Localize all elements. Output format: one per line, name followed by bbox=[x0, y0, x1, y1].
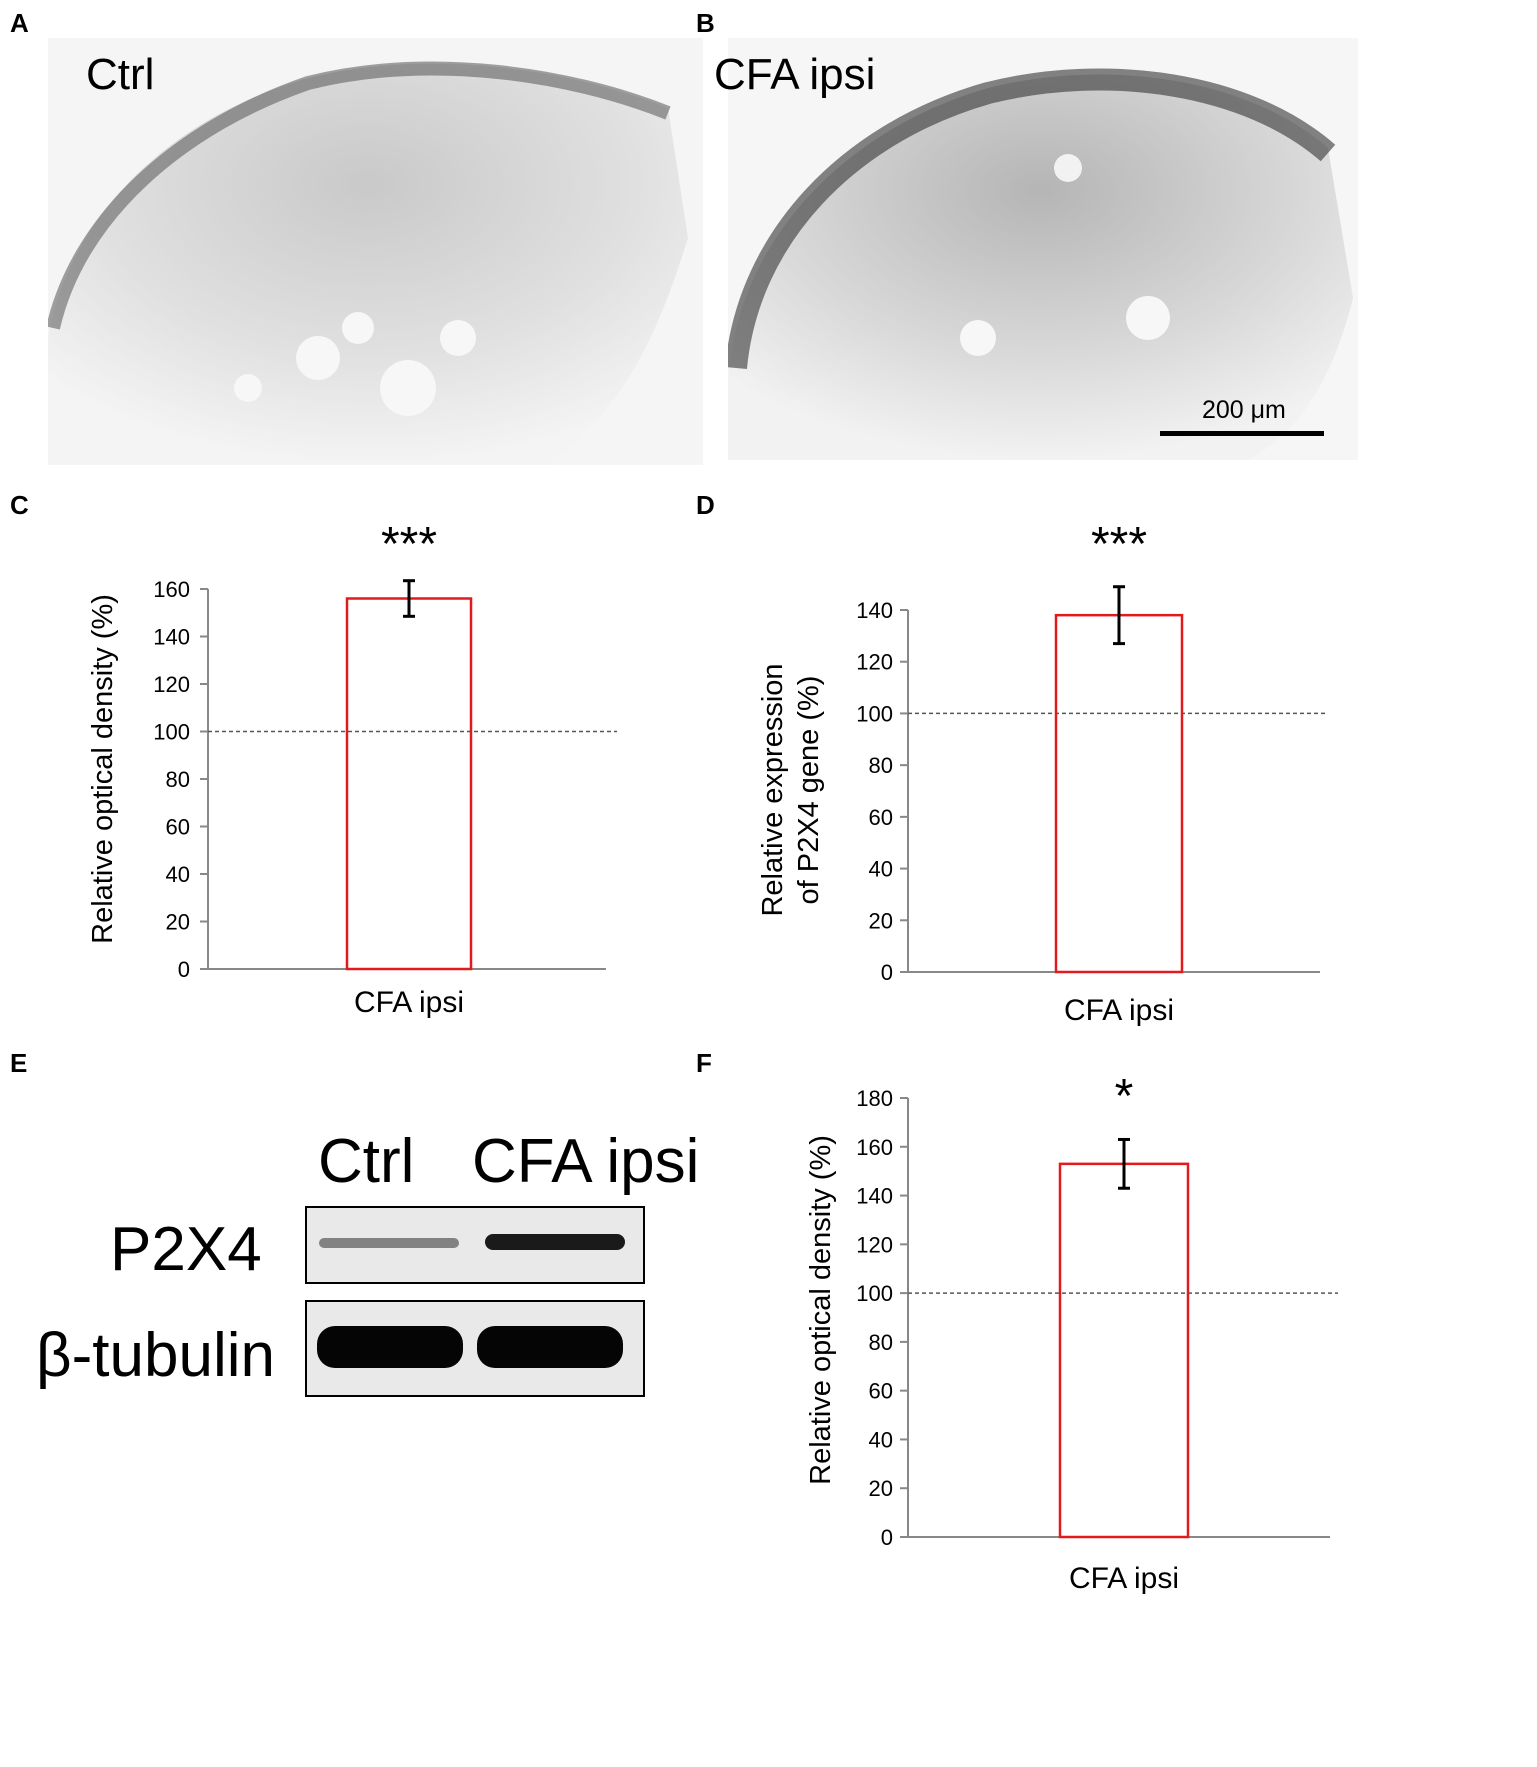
panel-letter-b: B bbox=[696, 8, 715, 38]
chart-f-bar bbox=[1058, 1162, 1190, 1539]
panel-letter-f: F bbox=[696, 1048, 712, 1078]
chart-c-tick-label: 40 bbox=[166, 862, 190, 887]
micrograph-ctrl bbox=[48, 38, 703, 465]
panel-letter-e: E bbox=[10, 1048, 28, 1078]
chart-c-bar bbox=[345, 597, 473, 971]
scale-bar-label: 200 μm bbox=[1202, 396, 1286, 424]
scale-bar bbox=[1160, 431, 1324, 436]
chart-c-tick-label: 0 bbox=[178, 957, 190, 982]
micrograph-label-cfa: CFA ipsi bbox=[714, 50, 876, 99]
chart-d-tick-label: 120 bbox=[856, 650, 893, 675]
chart-c-tick-label: 80 bbox=[166, 767, 190, 792]
lane-label-ctrl: Ctrl bbox=[318, 1127, 415, 1196]
blot-p2x4 bbox=[305, 1206, 645, 1284]
chart-c-tick-label: 120 bbox=[153, 672, 190, 697]
micrograph-cfa bbox=[728, 38, 1358, 460]
micrograph-label-ctrl: Ctrl bbox=[86, 50, 155, 99]
band-p2x4-ctrl bbox=[319, 1238, 459, 1248]
band-p2x4-cfa bbox=[485, 1234, 625, 1250]
chart-c-tick-label: 140 bbox=[153, 625, 190, 650]
panel-letter-d: D bbox=[696, 490, 715, 520]
row-label-tubulin: β-tubulin bbox=[36, 1321, 276, 1390]
chart-f-tick-label: 120 bbox=[856, 1232, 893, 1257]
chart-d-tick-label: 0 bbox=[881, 960, 893, 985]
chart-d-tick-label: 80 bbox=[869, 753, 893, 778]
micrograph-ctrl-image bbox=[48, 38, 703, 465]
chart-f-category-label: CFA ipsi bbox=[1069, 1562, 1179, 1595]
chart-f-tick-label: 140 bbox=[856, 1184, 893, 1209]
chart-d-significance: *** bbox=[1091, 518, 1147, 571]
chart-f-tick-label: 160 bbox=[856, 1135, 893, 1160]
chart-c-significance: *** bbox=[381, 518, 437, 571]
band-tubulin-ctrl bbox=[317, 1326, 463, 1368]
chart-f-tick-label: 180 bbox=[856, 1086, 893, 1111]
chart-d-tick-label: 140 bbox=[856, 598, 893, 623]
chart-d-category-label: CFA ipsi bbox=[1064, 994, 1174, 1027]
panel-letter-a: A bbox=[10, 8, 29, 38]
chart-c-tick-label: 160 bbox=[153, 577, 190, 602]
chart-c-tick-label: 100 bbox=[153, 720, 190, 745]
chart-d-y-axis-label: Relative expression bbox=[757, 663, 789, 916]
chart-d-bar bbox=[1054, 613, 1184, 974]
chart-f-tick-label: 0 bbox=[881, 1525, 893, 1550]
chart-d-tick-label: 40 bbox=[869, 857, 893, 882]
chart-d-tick-label: 100 bbox=[856, 701, 893, 726]
chart-c-category-label: CFA ipsi bbox=[354, 986, 464, 1019]
row-label-p2x4: P2X4 bbox=[110, 1215, 262, 1284]
chart-d-tick-label: 60 bbox=[869, 805, 893, 830]
band-tubulin-cfa bbox=[477, 1326, 623, 1368]
chart-f-tick-label: 20 bbox=[869, 1476, 893, 1501]
chart-d-tick-label: 20 bbox=[869, 908, 893, 933]
chart-c-tick-label: 20 bbox=[166, 910, 190, 935]
chart-f-y-axis-label: Relative optical density (%) bbox=[805, 1135, 837, 1485]
lane-label-cfa: CFA ipsi bbox=[472, 1127, 700, 1196]
chart-c-tick-label: 60 bbox=[166, 815, 190, 840]
chart-f-tick-label: 60 bbox=[869, 1379, 893, 1404]
chart-f-tick-label: 100 bbox=[856, 1281, 893, 1306]
panel-letter-c: C bbox=[10, 490, 29, 520]
chart-d-y-axis-label: of P2X4 gene (%) bbox=[793, 676, 825, 905]
chart-f-tick-label: 80 bbox=[869, 1330, 893, 1355]
chart-c-y-axis-label: Relative optical density (%) bbox=[87, 594, 119, 944]
chart-f-significance: * bbox=[1115, 1070, 1134, 1123]
chart-f-tick-label: 40 bbox=[869, 1427, 893, 1452]
blot-tubulin bbox=[305, 1300, 645, 1397]
micrograph-cfa-image bbox=[728, 38, 1358, 460]
